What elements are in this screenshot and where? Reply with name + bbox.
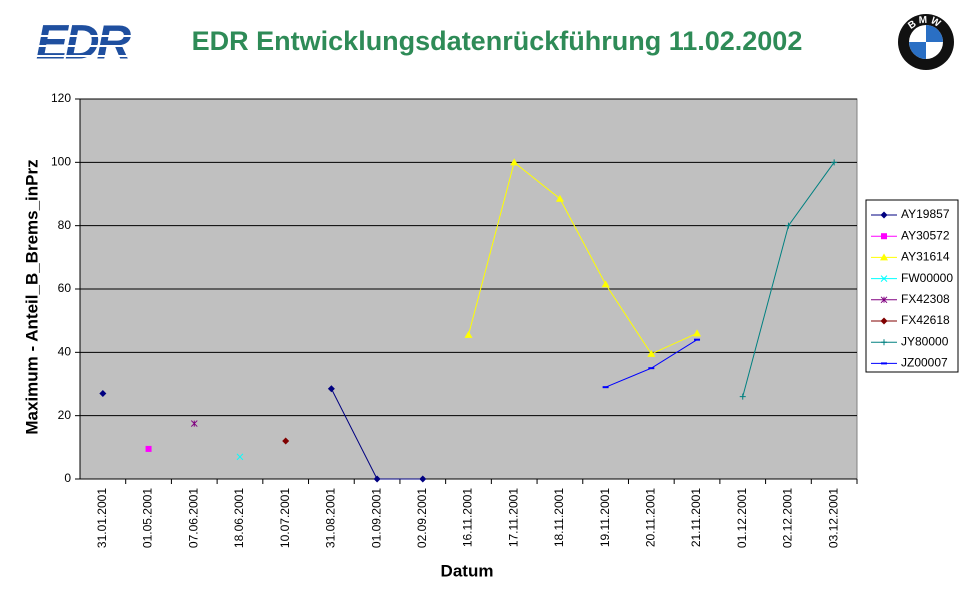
data-point xyxy=(327,385,335,393)
data-point xyxy=(464,330,473,338)
x-tick-label: 02.09.2001 xyxy=(415,488,429,548)
x-tick-label: 31.01.2001 xyxy=(95,488,109,548)
logo-text: EDR xyxy=(36,17,132,70)
x-tick-label: 18.06.2001 xyxy=(232,488,246,548)
y-tick-label: 120 xyxy=(51,91,71,105)
series-line xyxy=(468,161,698,355)
legend-label: FX42618 xyxy=(901,313,950,327)
y-tick-label: 80 xyxy=(58,218,72,232)
data-point xyxy=(555,194,564,202)
legend-marker xyxy=(880,253,888,261)
x-tick-label: 17.11.2001 xyxy=(506,488,520,547)
x-axis-label: Datum xyxy=(441,561,494,580)
x-tick-label: 10.07.2001 xyxy=(278,488,292,548)
y-tick-label: 0 xyxy=(64,471,71,485)
y-tick-label: 20 xyxy=(58,408,72,422)
y-tick-label: 60 xyxy=(58,281,72,295)
data-point xyxy=(601,280,610,288)
x-tick-label: 21.11.2001 xyxy=(689,488,703,547)
legend-marker xyxy=(880,275,888,282)
y-axis-label: Maximum - Anteil_B_Brems_inPrz xyxy=(22,159,41,434)
legend-marker xyxy=(881,339,887,346)
x-tick-label: 18.11.2001 xyxy=(552,488,566,547)
data-point xyxy=(145,445,152,452)
y-tick-label: 40 xyxy=(58,345,72,359)
x-tick-label: 19.11.2001 xyxy=(598,488,612,547)
legend-marker xyxy=(881,233,887,240)
data-point xyxy=(647,349,656,357)
x-tick-label: 03.12.2001 xyxy=(826,488,840,548)
edr-logo: EDR xyxy=(30,17,140,70)
data-point xyxy=(419,475,427,483)
legend-label: AY30572 xyxy=(901,228,950,242)
legend xyxy=(865,199,959,373)
legend-label: FX42308 xyxy=(901,292,950,306)
data-point xyxy=(739,393,746,400)
legend-marker xyxy=(880,317,888,325)
x-tick-label: 20.11.2001 xyxy=(643,488,657,547)
x-tick-label: 16.11.2001 xyxy=(461,488,475,547)
data-point xyxy=(236,453,244,461)
x-tick-label: 01.05.2001 xyxy=(141,488,155,548)
bmw-logo: BMW xyxy=(898,14,954,70)
x-tick-label: 07.06.2001 xyxy=(186,488,200,548)
x-tick-label: 01.12.2001 xyxy=(735,488,749,548)
x-tick-label: 01.09.2001 xyxy=(369,488,383,548)
data-point xyxy=(693,329,702,337)
data-point xyxy=(190,420,198,427)
legend-label: JY80000 xyxy=(901,334,949,348)
data-point xyxy=(373,475,381,483)
data-point xyxy=(99,390,107,397)
legend-label: AY31614 xyxy=(901,250,950,264)
x-tick-label: 31.08.2001 xyxy=(324,488,338,548)
data-point xyxy=(785,222,792,229)
legend-label: JZ00007 xyxy=(901,356,948,370)
legend-label: AY19857 xyxy=(901,207,950,221)
data-point xyxy=(510,158,519,166)
legend-label: FW00000 xyxy=(901,271,953,285)
data-point xyxy=(831,159,838,166)
data-point xyxy=(282,437,290,445)
legend-marker xyxy=(880,296,888,304)
legend-marker xyxy=(880,211,888,219)
x-tick-label: 02.12.2001 xyxy=(781,488,795,548)
chart-title: EDR Entwicklungsdatenrückführung 11.02.2… xyxy=(192,26,803,56)
y-tick-label: 100 xyxy=(51,155,71,169)
